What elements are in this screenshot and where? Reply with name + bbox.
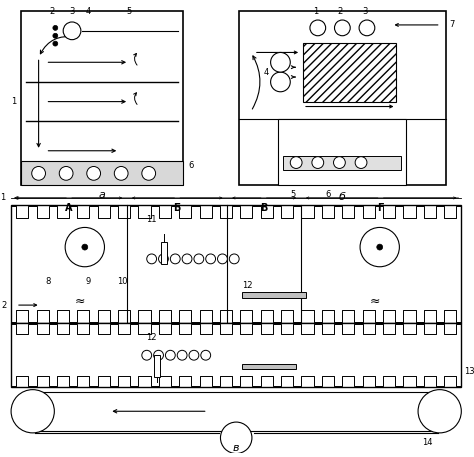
Text: Б: Б: [173, 203, 181, 213]
Circle shape: [114, 166, 128, 180]
Text: ≈: ≈: [370, 295, 380, 308]
Circle shape: [147, 254, 156, 264]
Circle shape: [63, 22, 81, 40]
Text: 12: 12: [146, 333, 157, 342]
Circle shape: [290, 157, 302, 169]
Text: 2: 2: [338, 7, 343, 16]
Bar: [303, 43, 396, 101]
Circle shape: [11, 390, 55, 433]
Bar: [278, 119, 406, 185]
Bar: [239, 11, 446, 185]
Text: 14: 14: [422, 438, 432, 447]
Text: б: б: [339, 192, 346, 202]
Bar: [242, 292, 306, 298]
Text: 5: 5: [127, 7, 132, 16]
Text: 6: 6: [188, 161, 194, 170]
Bar: [21, 11, 183, 185]
Circle shape: [271, 53, 290, 72]
Circle shape: [82, 244, 88, 250]
Text: ≈: ≈: [74, 295, 85, 308]
Circle shape: [189, 351, 199, 360]
Circle shape: [170, 254, 180, 264]
Text: 12: 12: [242, 281, 252, 290]
Circle shape: [201, 351, 210, 360]
Circle shape: [53, 41, 58, 46]
Circle shape: [194, 254, 204, 264]
Circle shape: [177, 351, 187, 360]
Text: 1: 1: [0, 193, 5, 202]
Text: В: В: [260, 203, 267, 213]
Text: 4: 4: [264, 68, 269, 77]
Text: А: А: [65, 203, 73, 213]
Text: 1: 1: [11, 97, 17, 106]
Bar: [283, 156, 401, 170]
Circle shape: [53, 33, 58, 38]
Circle shape: [32, 166, 46, 180]
Text: 7: 7: [450, 21, 455, 29]
Text: 5: 5: [291, 191, 296, 200]
Text: 8: 8: [46, 277, 51, 286]
Text: 1: 1: [313, 7, 319, 16]
Circle shape: [377, 244, 383, 250]
Circle shape: [360, 228, 400, 267]
Text: 4: 4: [85, 7, 91, 16]
Bar: [242, 364, 296, 369]
Bar: [162, 242, 167, 264]
Circle shape: [206, 254, 216, 264]
Text: 6: 6: [325, 191, 330, 200]
Bar: [11, 323, 461, 387]
Circle shape: [142, 351, 152, 360]
Circle shape: [359, 20, 375, 36]
Circle shape: [218, 254, 228, 264]
Text: в: в: [233, 443, 239, 452]
Circle shape: [310, 20, 326, 36]
Circle shape: [87, 166, 100, 180]
Text: 3: 3: [362, 7, 368, 16]
Text: 9: 9: [85, 277, 91, 286]
Bar: [154, 355, 160, 377]
Circle shape: [335, 20, 350, 36]
Text: а: а: [98, 190, 105, 200]
Circle shape: [271, 72, 290, 92]
Circle shape: [65, 228, 104, 267]
Circle shape: [182, 254, 192, 264]
Text: 3: 3: [69, 7, 75, 16]
Circle shape: [220, 422, 252, 453]
Circle shape: [312, 157, 324, 169]
Circle shape: [229, 254, 239, 264]
Circle shape: [165, 351, 175, 360]
Circle shape: [355, 157, 367, 169]
Text: 2: 2: [1, 301, 6, 309]
Circle shape: [59, 166, 73, 180]
Circle shape: [418, 390, 461, 433]
Circle shape: [158, 254, 168, 264]
Circle shape: [334, 157, 346, 169]
Bar: [21, 160, 183, 185]
Text: 11: 11: [146, 215, 157, 224]
Text: 13: 13: [464, 367, 474, 377]
Text: Г: Г: [378, 203, 384, 213]
Text: 10: 10: [117, 277, 128, 286]
Circle shape: [53, 26, 58, 30]
Bar: [11, 205, 461, 323]
Circle shape: [142, 166, 155, 180]
Text: 2: 2: [50, 7, 55, 16]
Circle shape: [154, 351, 164, 360]
